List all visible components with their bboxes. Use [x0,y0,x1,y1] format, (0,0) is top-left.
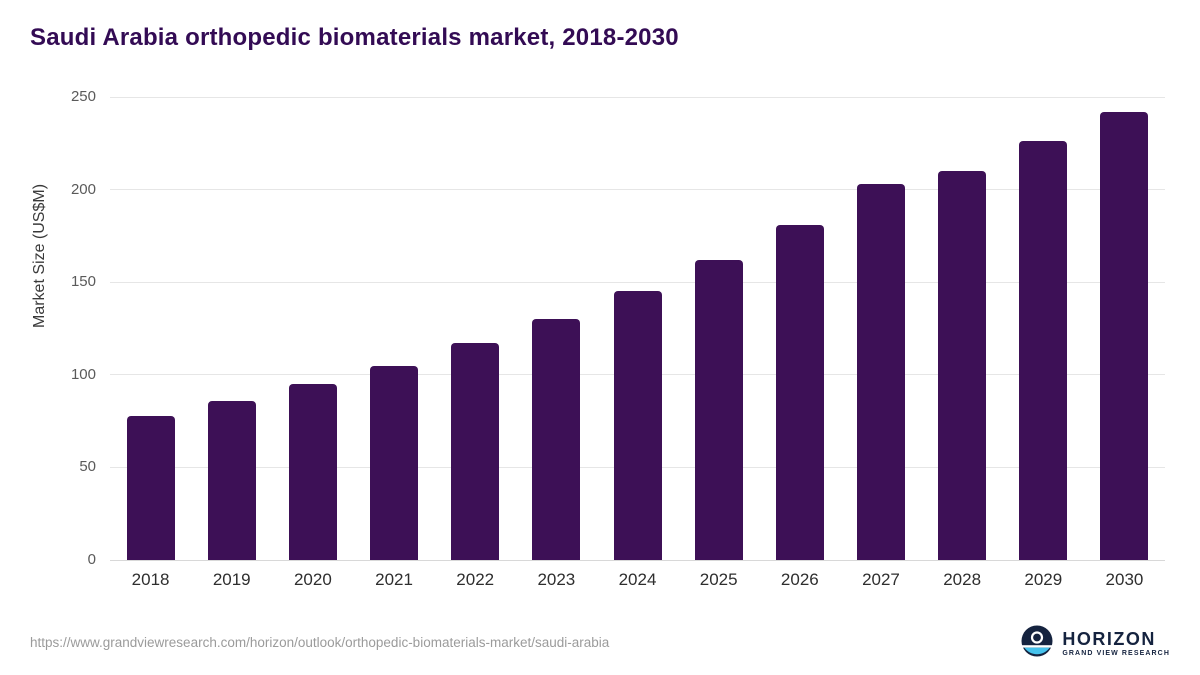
logo-title: HORIZON [1062,628,1156,649]
horizon-logo-icon [1021,625,1053,662]
bar-2023 [532,319,581,560]
y-tick-0: 0 [87,551,96,568]
bar-2021 [370,365,419,560]
y-tick-200: 200 [70,180,96,198]
x-tick-2024: 2024 [618,570,657,589]
bar-slot-2030 [1084,97,1165,560]
gridline-250 [110,96,1165,98]
x-tick-2022: 2022 [456,570,495,589]
bar-slot-2023 [516,97,597,560]
bar-slot-2019 [191,97,272,560]
bar-2022 [451,343,500,560]
x-tick-2018: 2018 [131,570,170,589]
bar-2029 [1019,141,1068,560]
x-tick-2026: 2026 [780,570,819,589]
bar-2027 [856,184,905,560]
bar-slot-2028 [922,97,1003,560]
x-tick-2029: 2029 [1024,570,1063,589]
plot-area: 0 50 100 150 200 250 [71,88,1165,568]
x-tick-2027: 2027 [862,570,900,589]
footer: https://www.grandviewresearch.com/horizo… [0,613,1200,675]
bar-slot-2027 [840,97,921,560]
logo-subtitle: GRAND VIEW RESEARCH [1062,649,1170,657]
logo-text: HORIZON GRAND VIEW RESEARCH [1062,628,1170,658]
y-tick-100: 100 [70,365,96,383]
x-tick-2020: 2020 [293,570,332,589]
bar-slot-2021 [353,97,434,560]
bar-slot-2029 [1003,97,1084,560]
bar-2024 [613,291,662,560]
bar-slot-2018 [110,97,191,560]
horizon-logo: HORIZON GRAND VIEW RESEARCH [1021,625,1170,662]
bar-2028 [938,171,987,560]
bar-slot-2025 [678,97,759,560]
x-tick-2025: 2025 [699,570,738,589]
x-tick-2019: 2019 [212,570,251,589]
y-axis-label: Market Size (US$M) [31,183,48,328]
bars-container [110,97,1165,560]
bar-2026 [775,224,824,560]
x-tick-2023: 2023 [537,570,576,589]
bar-2025 [694,259,743,560]
x-tick-2021: 2021 [375,570,413,589]
gridline-150 [110,281,1165,283]
bar-slot-2020 [272,97,353,560]
y-tick-50: 50 [79,458,96,476]
chart-title: Saudi Arabia orthopedic biomaterials mar… [30,24,679,51]
bar-slot-2026 [759,97,840,560]
source-url: https://www.grandviewresearch.com/horizo… [30,635,610,650]
bar-2019 [207,400,256,560]
y-tick-250: 250 [70,88,96,105]
bar-2020 [288,384,337,560]
bar-2030 [1100,111,1149,560]
bar-slot-2022 [435,97,516,560]
gridline-200 [110,189,1165,191]
x-tick-2030: 2030 [1105,570,1144,589]
gridline-0 [110,559,1165,561]
x-tick-2028: 2028 [943,570,982,589]
bar-slot-2024 [597,97,678,560]
bar-2018 [126,415,175,560]
y-tick-150: 150 [70,273,96,291]
x-axis-labels: 2018 2019 2020 2021 2022 2023 2024 2025 2026 2027… [110,570,1165,590]
